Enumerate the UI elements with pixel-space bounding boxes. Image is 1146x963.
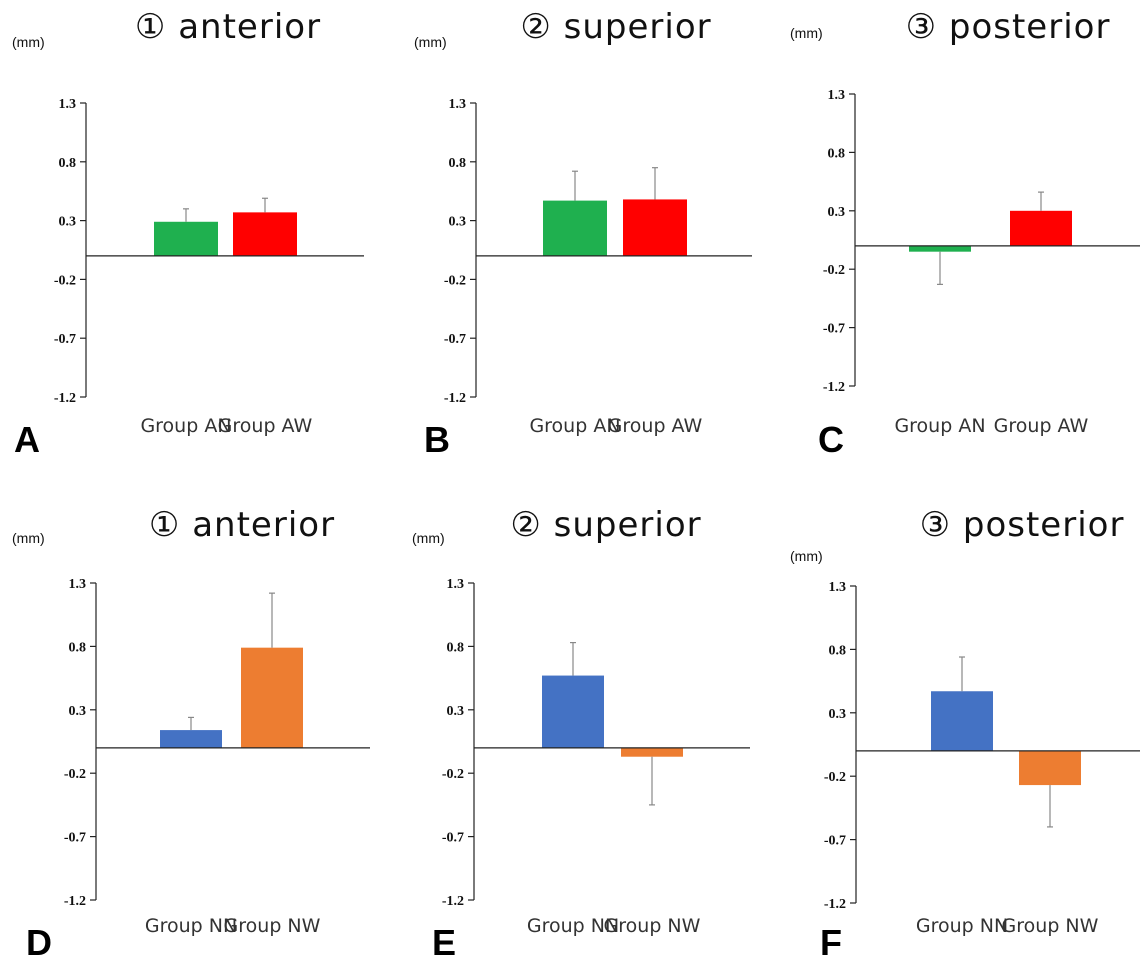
y-tick-label: -0.2: [824, 770, 846, 785]
y-tick-label: -0.2: [54, 273, 76, 288]
y-tick-label: 0.3: [59, 215, 77, 230]
chart-title: ② superior: [510, 505, 701, 545]
chart-panel-b: ② superior (mm) 1.3 0.8 0.3 -0.2 -0.7 -1.2 Group…: [414, 7, 752, 460]
y-tick-label: -0.2: [444, 273, 466, 288]
x-category-label: Group AW: [608, 415, 703, 437]
y-tick-label: -1.2: [442, 894, 464, 909]
chart-title: ② superior: [520, 7, 711, 47]
bar-group-nn: [931, 691, 993, 751]
y-tick-label: 1.3: [828, 88, 846, 103]
x-category-label: Group NN: [527, 915, 619, 937]
y-unit-label: (mm): [790, 25, 823, 41]
y-tick-label: -1.2: [824, 897, 846, 912]
panel-label: E: [432, 922, 456, 963]
y-tick-label: 0.3: [69, 704, 87, 719]
y-tick-label: 1.3: [447, 577, 465, 592]
y-tick-label: 0.8: [449, 156, 467, 171]
panel-label: F: [820, 922, 842, 963]
x-category-label: Group NN: [145, 915, 237, 937]
bar-group-nw: [621, 747, 683, 757]
y-unit-label: (mm): [412, 530, 445, 546]
y-tick-label: -1.2: [444, 391, 466, 406]
x-category-label: Group NN: [916, 915, 1008, 937]
y-tick-label: -0.7: [54, 332, 76, 347]
panel-label: B: [424, 419, 450, 460]
chart-title: ① anterior: [135, 7, 321, 47]
panel-label: C: [818, 419, 844, 460]
bar-group-aw: [1010, 210, 1072, 246]
y-tick-label: -0.7: [823, 322, 845, 337]
y-tick-label: -1.2: [823, 380, 845, 395]
y-unit-label: (mm): [12, 530, 45, 546]
y-tick-label: -0.7: [64, 831, 86, 846]
y-tick-label: 1.3: [449, 97, 467, 112]
bar-group-aw: [623, 199, 687, 256]
x-category-label: Group AW: [994, 415, 1089, 437]
x-category-label: Group NW: [1002, 915, 1099, 937]
chart-panel-c: ③ posterior (mm) 1.3 0.8 0.3 -0.2 -0.7 -1.2 Grou…: [790, 7, 1140, 460]
chart-title: ③ posterior: [920, 505, 1125, 545]
y-tick-label: -0.2: [823, 263, 845, 278]
y-tick-label: 0.3: [449, 215, 467, 230]
x-category-label: Group AN: [140, 415, 231, 437]
chart-panel-e: ② superior (mm) 1.3 0.8 0.3 -0.2 -0.7 -1.2 Group…: [412, 505, 750, 963]
y-tick-label: 0.8: [59, 156, 77, 171]
bar-group-nn: [542, 675, 604, 748]
x-category-label: Group AW: [218, 415, 313, 437]
y-tick-label: -0.7: [444, 332, 466, 347]
y-tick-label: -0.2: [64, 767, 86, 782]
y-tick-label: -1.2: [54, 391, 76, 406]
panel-label: D: [26, 922, 52, 963]
chart-title: ③ posterior: [906, 7, 1111, 47]
bar-group-aw: [233, 212, 297, 256]
x-category-label: Group AN: [894, 415, 985, 437]
y-unit-label: (mm): [12, 34, 45, 50]
y-tick-label: 0.8: [828, 146, 846, 161]
x-category-label: Group NW: [604, 915, 701, 937]
y-tick-label: -0.2: [442, 767, 464, 782]
bar-group-nw: [1019, 750, 1081, 786]
chart-title: ① anterior: [149, 505, 335, 545]
x-category-label: Group AN: [529, 415, 620, 437]
y-tick-label: 0.3: [829, 707, 847, 722]
panel-label: A: [14, 419, 40, 460]
y-tick-label: 1.3: [829, 580, 847, 595]
bar-group-an: [543, 200, 607, 256]
y-tick-label: 0.8: [447, 640, 465, 655]
y-tick-label: 1.3: [59, 97, 77, 112]
bar-group-an: [909, 245, 971, 252]
y-tick-label: 1.3: [69, 577, 87, 592]
chart-panel-d: ① anterior (mm) 1.3 0.8 0.3 -0.2 -0.7 -1.2 Group…: [12, 505, 370, 963]
y-tick-label: 0.3: [447, 704, 465, 719]
y-unit-label: (mm): [790, 548, 823, 564]
y-tick-label: -0.7: [824, 834, 846, 849]
bar-group-nw: [241, 647, 303, 748]
y-tick-label: 0.8: [69, 640, 87, 655]
bar-group-an: [154, 221, 218, 256]
chart-panel-a: ① anterior (mm) 1.3 0.8 0.3 -0.2 -0.7 -1.2 Group…: [12, 7, 364, 460]
y-tick-label: -0.7: [442, 831, 464, 846]
chart-panel-f: ③ posterior (mm) 1.3 0.8 0.3 -0.2 -0.7 -1.2 Grou…: [790, 505, 1140, 963]
x-category-label: Group NW: [224, 915, 321, 937]
bar-group-nn: [160, 730, 222, 748]
y-tick-label: 0.3: [828, 205, 846, 220]
y-tick-label: 0.8: [829, 643, 847, 658]
y-tick-label: -1.2: [64, 894, 86, 909]
y-unit-label: (mm): [414, 34, 447, 50]
